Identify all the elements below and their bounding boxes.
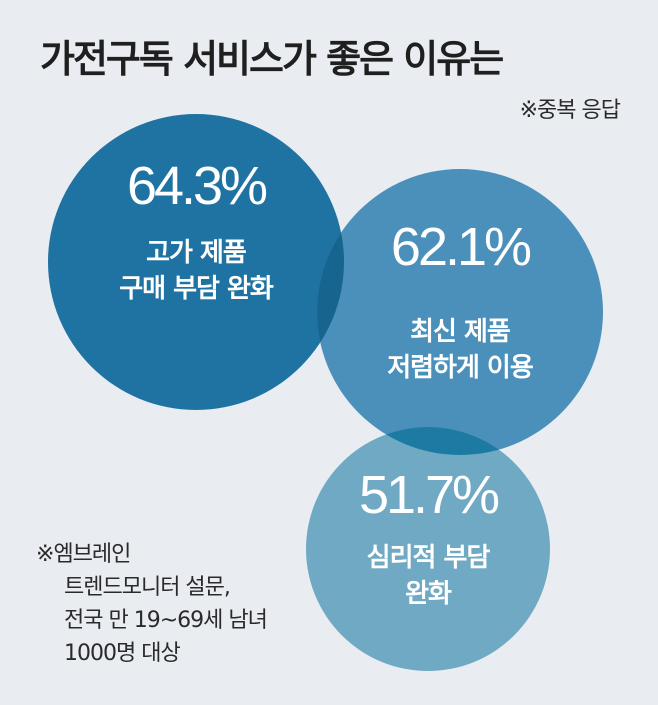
source-line-4: 1000명 대상 (64, 641, 181, 666)
bubble-3-label: 심리적 부담 완화 (366, 543, 491, 609)
bubble-circle-2 (317, 169, 603, 455)
source-line-2: 트렌드모니터 설문, (64, 575, 231, 600)
source-note: ※엠브레인 트렌드모니터 설문, 전국 만 19~69세 남녀 1000명 대상 (36, 538, 268, 670)
source-line-3: 전국 만 19~69세 남녀 (64, 608, 268, 633)
reference-mark: ※ (36, 542, 54, 567)
source-line-1: 엠브레인 (53, 542, 131, 567)
bubble-3-value: 51.7% (358, 465, 500, 525)
bubble-3: 51.7% 심리적 부담 완화 (306, 427, 550, 671)
bubble-circle-3 (306, 427, 550, 671)
bubble-circle-1 (48, 114, 344, 410)
bubble-2-value: 62.1% (390, 217, 532, 277)
bubble-2: 62.1% 최신 제품 저렴하게 이용 (317, 169, 603, 455)
chart-title: 가전구독 서비스가 좋은 이유는 (40, 37, 504, 81)
bubble-1-value: 64.3% (126, 156, 268, 216)
bubble-1: 64.3% 고가 제품 구매 부담 완화 (48, 114, 344, 410)
bubble-2-label: 최신 제품 저렴하게 이용 (387, 317, 534, 383)
multiple-response-note: ※중복 응답 (519, 98, 621, 123)
bubble-1-label: 고가 제품 구매 부담 완화 (119, 238, 274, 304)
